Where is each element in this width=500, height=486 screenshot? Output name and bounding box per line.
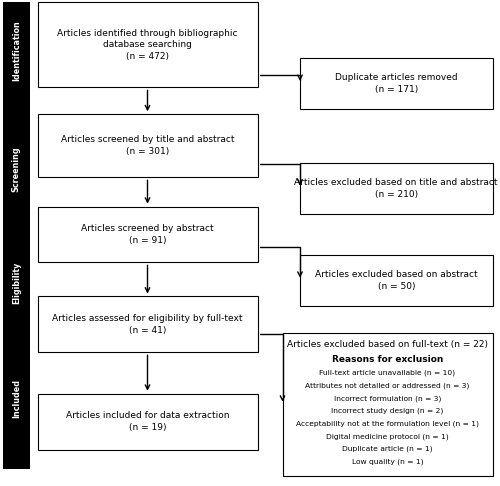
Text: Duplicate articles removed
(n = 171): Duplicate articles removed (n = 171) <box>335 73 458 94</box>
Text: Included: Included <box>12 379 21 418</box>
Bar <box>300 255 492 306</box>
Bar <box>2 238 30 328</box>
Text: Attributes not detailed or addressed (n = 3): Attributes not detailed or addressed (n … <box>306 382 470 389</box>
Bar <box>38 394 258 450</box>
Text: Low quality (n = 1): Low quality (n = 1) <box>352 458 424 465</box>
Text: Articles screened by title and abstract
(n = 301): Articles screened by title and abstract … <box>61 136 234 156</box>
Bar <box>300 163 492 214</box>
Text: Digital medicine protocol (n = 1): Digital medicine protocol (n = 1) <box>326 433 449 439</box>
Bar <box>38 296 258 352</box>
Text: Full-text article unavailable (n = 10): Full-text article unavailable (n = 10) <box>320 370 456 376</box>
Bar <box>2 2 30 100</box>
Text: Articles excluded based on full-text (n = 22): Articles excluded based on full-text (n … <box>287 340 488 349</box>
Text: Articles excluded based on title and abstract
(n = 210): Articles excluded based on title and abs… <box>294 178 498 199</box>
Bar <box>300 58 492 109</box>
Text: Incorrect formulation (n = 3): Incorrect formulation (n = 3) <box>334 395 441 401</box>
Text: Articles identified through bibliographic
database searching
(n = 472): Articles identified through bibliographi… <box>57 29 238 61</box>
Text: Screening: Screening <box>12 146 21 191</box>
Bar <box>38 2 258 87</box>
Text: Acceptability not at the formulation level (n = 1): Acceptability not at the formulation lev… <box>296 420 479 427</box>
Text: Eligibility: Eligibility <box>12 262 21 304</box>
Bar <box>38 207 258 262</box>
Text: Incorrect study design (n = 2): Incorrect study design (n = 2) <box>332 408 444 414</box>
Bar <box>2 328 30 469</box>
Text: Articles excluded based on abstract
(n = 50): Articles excluded based on abstract (n =… <box>315 270 478 291</box>
Text: Reasons for exclusion: Reasons for exclusion <box>332 355 443 364</box>
Bar <box>282 333 492 476</box>
Text: Articles screened by abstract
(n = 91): Articles screened by abstract (n = 91) <box>81 224 214 245</box>
Bar <box>2 100 30 238</box>
Bar <box>38 114 258 177</box>
Text: Identification: Identification <box>12 20 21 81</box>
Text: Duplicate article (n = 1): Duplicate article (n = 1) <box>342 446 433 452</box>
Text: Articles assessed for eligibility by full-text
(n = 41): Articles assessed for eligibility by ful… <box>52 314 243 335</box>
Text: Articles included for data extraction
(n = 19): Articles included for data extraction (n… <box>66 411 229 432</box>
